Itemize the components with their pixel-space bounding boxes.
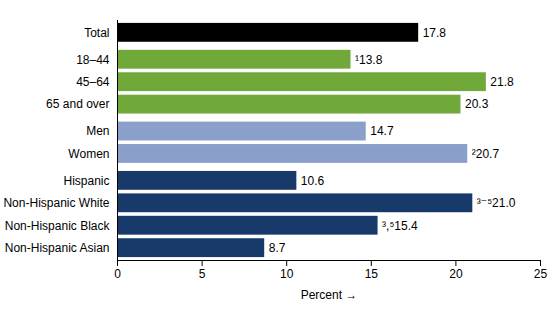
svg-text:Non-Hispanic Asian: Non-Hispanic Asian bbox=[5, 241, 110, 255]
svg-text:³⁻⁵21.0: ³⁻⁵21.0 bbox=[477, 196, 516, 210]
svg-text:25: 25 bbox=[534, 267, 548, 281]
svg-text:¹13.8: ¹13.8 bbox=[355, 53, 383, 67]
svg-text:14.7: 14.7 bbox=[370, 124, 394, 138]
svg-text:Men: Men bbox=[86, 124, 109, 138]
svg-text:Non-Hispanic White: Non-Hispanic White bbox=[3, 196, 109, 210]
svg-text:Total: Total bbox=[84, 26, 109, 40]
svg-text:Women: Women bbox=[68, 147, 109, 161]
svg-text:21.8: 21.8 bbox=[490, 75, 514, 89]
svg-text:17.8: 17.8 bbox=[423, 26, 447, 40]
svg-text:18–44: 18–44 bbox=[76, 53, 110, 67]
svg-text:³,⁵15.4: ³,⁵15.4 bbox=[382, 219, 418, 233]
svg-text:15: 15 bbox=[365, 267, 379, 281]
svg-text:0: 0 bbox=[114, 267, 121, 281]
svg-text:65 and over: 65 and over bbox=[46, 97, 109, 111]
svg-text:10.6: 10.6 bbox=[301, 174, 325, 188]
svg-text:²20.7: ²20.7 bbox=[472, 147, 500, 161]
svg-text:20.3: 20.3 bbox=[465, 97, 489, 111]
svg-text:Hispanic: Hispanic bbox=[63, 174, 109, 188]
svg-text:Non-Hispanic Black: Non-Hispanic Black bbox=[5, 219, 111, 233]
svg-text:8.7: 8.7 bbox=[269, 241, 286, 255]
svg-text:20: 20 bbox=[449, 267, 463, 281]
svg-text:45–64: 45–64 bbox=[76, 75, 110, 89]
svg-text:Percent →: Percent → bbox=[301, 288, 358, 302]
svg-text:10: 10 bbox=[280, 267, 294, 281]
svg-text:5: 5 bbox=[199, 267, 206, 281]
